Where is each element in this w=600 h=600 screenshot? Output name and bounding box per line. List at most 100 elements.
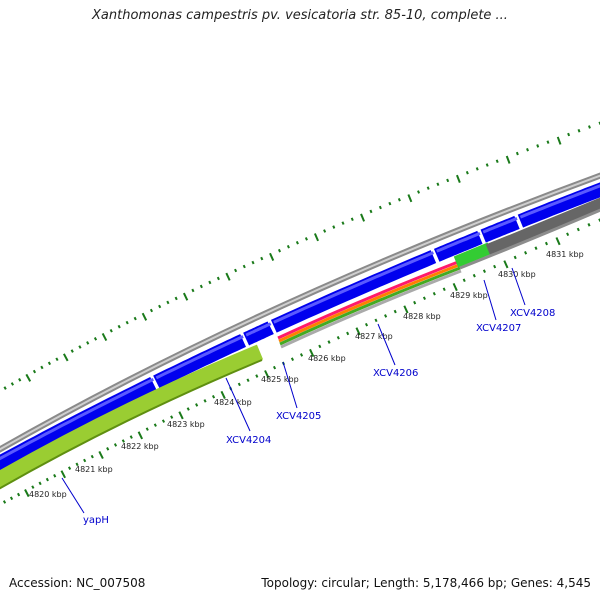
tick-mark [199, 284, 203, 289]
gene-label-XCV4208[interactable]: XCV4208 [510, 308, 555, 319]
tick-mark [587, 223, 591, 227]
tick-mark [161, 419, 166, 423]
cds-1[interactable] [0, 377, 157, 471]
tick-mark [203, 399, 207, 403]
tick-mark [534, 246, 538, 250]
cds-XCV4207[interactable] [433, 230, 483, 262]
tick-mark [24, 489, 30, 498]
gene-label-yapH[interactable]: yapH [83, 515, 109, 526]
tick-mark [251, 260, 255, 265]
gene-label-XCV4207[interactable]: XCV4207 [476, 323, 521, 334]
gene-label-XCV4205[interactable]: XCV4205 [276, 411, 321, 422]
tick-mark [25, 373, 32, 382]
reverse-gene-yapH[interactable] [0, 344, 264, 489]
tick-mark [318, 344, 322, 349]
tick-mark [309, 348, 315, 357]
tick-mark [67, 466, 72, 470]
cds-XCV4206[interactable] [270, 250, 437, 333]
tick-mark [462, 278, 466, 283]
tick-mark [137, 431, 144, 440]
cds-XCV4205[interactable] [243, 321, 274, 346]
tick-mark [526, 147, 529, 152]
tick-mark [566, 232, 570, 236]
tick-mark [413, 300, 417, 305]
tick-mark [246, 378, 250, 383]
tick-mark [38, 481, 42, 486]
cds-XCV4207-highlight [436, 232, 481, 253]
tick-4831: 4831 kbp [546, 250, 584, 259]
gene-callouts [61, 267, 526, 514]
tick-mark [290, 357, 295, 361]
tick-mark [388, 201, 392, 206]
tick-mark [237, 382, 241, 387]
tick-4828: 4828 kbp [403, 312, 441, 321]
forward-cds-track [0, 182, 600, 471]
tick-4826: 4826 kbp [308, 354, 346, 363]
backbone-inner-dark-edge [459, 208, 600, 270]
feature-XCV4206[interactable] [277, 260, 462, 349]
tick-mark [286, 244, 290, 249]
tick-mark [133, 316, 137, 321]
cds-XCV4208-highlight [482, 217, 518, 234]
map-title: Xanthomonas campestris pv. vesicatoria s… [92, 8, 508, 23]
tick-mark [178, 411, 184, 420]
cds-XCV4205-highlight [245, 322, 272, 337]
tick-4821: 4821 kbp [75, 465, 113, 474]
cds-1-highlight [0, 377, 154, 461]
tick-mark [505, 155, 511, 164]
backbone-inner-dark [485, 197, 600, 256]
tick-mark [186, 407, 190, 411]
tick-mark [113, 443, 118, 447]
tick-mark [513, 255, 517, 260]
tick-mark [588, 125, 591, 129]
cds-next[interactable] [517, 182, 600, 228]
tick-mark [83, 458, 87, 463]
tick-mark [436, 182, 440, 187]
tick-mark [149, 308, 154, 313]
tick-mark [422, 296, 426, 301]
tick-mark [555, 237, 561, 246]
cds-XCV4206-highlight [273, 251, 434, 324]
tick-mark [407, 194, 413, 203]
tick-mark [346, 331, 350, 336]
tick-mark [264, 370, 270, 379]
tick-mark [472, 273, 476, 278]
tick-4822: 4822 kbp [121, 442, 159, 451]
tick-mark [158, 304, 162, 309]
cds-XCV4204[interactable] [153, 334, 246, 389]
tick-mark [336, 335, 340, 340]
tick-mark [432, 291, 436, 296]
tick-mark [369, 209, 373, 214]
tick-mark [576, 227, 580, 232]
feature-XCV4207-green[interactable] [453, 242, 493, 268]
tick-mark [18, 377, 22, 382]
reverse-gene-yapH-edge [0, 359, 263, 490]
tick-mark [208, 280, 212, 285]
tick-mark [313, 233, 319, 242]
tick-mark [323, 229, 327, 233]
tick-mark [121, 439, 125, 443]
gene-label-XCV4206[interactable]: XCV4206 [373, 368, 418, 379]
tick-mark [452, 282, 458, 292]
tick-mark [242, 264, 246, 269]
tick-mark [170, 415, 174, 419]
tick-mark [536, 144, 540, 148]
tick-mark [295, 241, 299, 245]
tick-4820: 4820 kbp [29, 490, 67, 499]
tick-mark [182, 292, 189, 301]
tick-mark [332, 225, 336, 229]
tick-mark [98, 450, 104, 459]
backbone-outer-highlight [0, 174, 600, 451]
tick-mark [129, 435, 133, 439]
tick-mark [577, 128, 581, 133]
tick-mark [75, 462, 79, 467]
tick-mark [145, 427, 149, 431]
outer-tick-ring [3, 121, 600, 390]
gene-label-XCV4204[interactable]: XCV4204 [226, 435, 271, 446]
tick-mark [341, 221, 345, 225]
tick-mark [166, 300, 170, 305]
tick-mark [384, 314, 388, 318]
tick-mark [393, 309, 397, 314]
cds-XCV4208[interactable] [480, 215, 520, 243]
